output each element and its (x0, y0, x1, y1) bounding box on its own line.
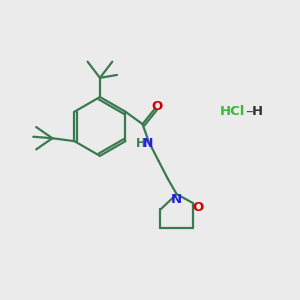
Text: H: H (136, 137, 146, 150)
Text: HCl: HCl (220, 105, 245, 118)
Text: N: N (143, 137, 154, 150)
Text: O: O (151, 100, 163, 113)
Text: –: – (245, 104, 253, 119)
Text: N: N (171, 193, 182, 206)
Text: O: O (193, 201, 204, 214)
Text: H: H (252, 105, 263, 118)
